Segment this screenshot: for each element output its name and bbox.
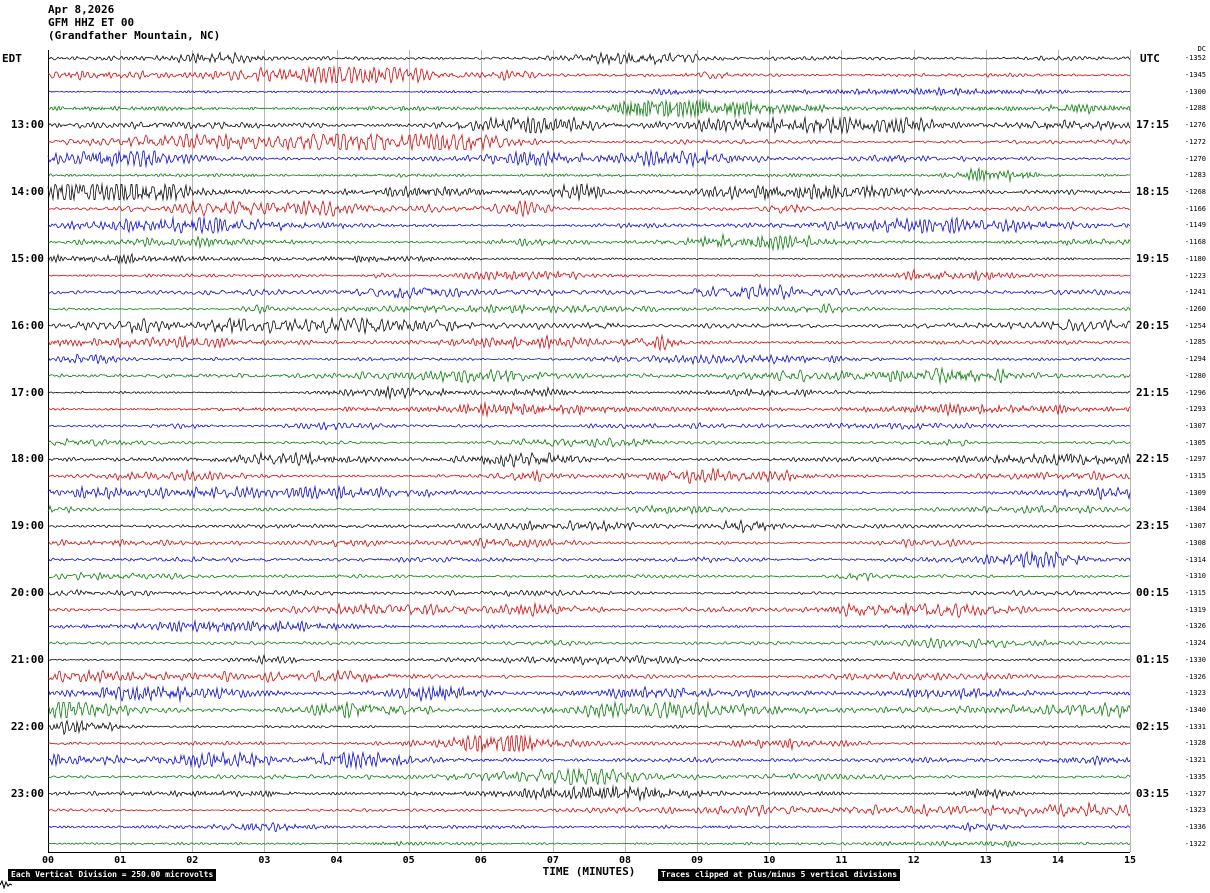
x-tick-label: 15: [1123, 855, 1137, 866]
dc-offset-value: -1326: [1184, 622, 1206, 631]
dc-offset-value: -1288: [1184, 104, 1206, 113]
dc-offset-value: -1322: [1184, 839, 1206, 848]
dc-offset-value: -1254: [1184, 321, 1206, 330]
x-tick-label: 06: [474, 855, 487, 866]
dc-offset-value: -1330: [1184, 655, 1206, 664]
dc-offset-value: -1321: [1184, 756, 1206, 765]
header-station: GFM HHZ ET 00: [48, 16, 135, 29]
header-date: Apr 8,2026: [48, 3, 115, 16]
hour-label: 17:00: [10, 385, 44, 399]
dc-offset-value: -1310: [1184, 572, 1206, 581]
dc-offset-value: -1345: [1184, 71, 1206, 80]
dc-offset-value: -1283: [1184, 171, 1206, 180]
hour-label: 23:00: [10, 786, 44, 800]
dc-offset-value: -1272: [1184, 137, 1206, 146]
utc-label: 01:15: [1136, 652, 1170, 666]
footer-clip-note: Traces clipped at plus/minus 5 vertical …: [658, 869, 901, 881]
dc-offset-value: -1336: [1184, 822, 1206, 831]
hour-label: 20:00: [10, 586, 44, 600]
dc-offset-value: -1296: [1184, 388, 1206, 397]
dc-offset-value: -1315: [1184, 472, 1206, 481]
utc-label: 19:15: [1136, 251, 1170, 265]
dc-offset-value: -1319: [1184, 605, 1206, 614]
utc-label: 03:15: [1136, 786, 1170, 800]
dc-offset-value: -1328: [1184, 739, 1206, 748]
x-tick-label: 02: [186, 855, 199, 866]
footer-scale-note: Each Vertical Division = 250.00 microvol…: [8, 869, 217, 881]
dc-offset-value: -1309: [1184, 488, 1206, 497]
x-tick-label: 13: [979, 855, 992, 866]
dc-offset-value: -1331: [1184, 722, 1206, 731]
dc-offset-value: -1323: [1184, 806, 1206, 815]
hour-label: 22:00: [10, 719, 44, 733]
dc-offset-value: -1335: [1184, 772, 1206, 781]
header-block: Apr 8,2026 GFM HHZ ET 00 (Grandfather Mo…: [48, 3, 220, 42]
dc-offset-value: -1304: [1184, 505, 1206, 514]
dc-offset-value: -1305: [1184, 438, 1206, 447]
hour-label: 18:00: [10, 452, 44, 466]
dc-offset-value: -1260: [1184, 304, 1206, 313]
seismic-squiggle-icon: [0, 874, 13, 893]
utc-label: 00:15: [1136, 586, 1170, 600]
x-axis-title: TIME (MINUTES): [542, 865, 636, 878]
utc-label: 17:15: [1136, 118, 1170, 132]
hour-label: 13:00: [10, 118, 44, 132]
x-tick-label: 09: [691, 855, 704, 866]
dc-offset-value: -1326: [1184, 672, 1206, 681]
utc-label: 02:15: [1136, 719, 1170, 733]
dc-offset-value: -1223: [1184, 271, 1206, 280]
hour-label: 19:00: [10, 519, 44, 533]
dc-offset-value: -1166: [1184, 204, 1206, 213]
dc-offset-value: -1180: [1184, 254, 1206, 263]
dc-offset-value: -1280: [1184, 371, 1206, 380]
dc-offset-value: -1276: [1184, 121, 1206, 130]
dc-offset-value: -1340: [1184, 705, 1206, 714]
dc-offset-value: -1293: [1184, 405, 1206, 414]
dc-offset-value: -1308: [1184, 538, 1206, 547]
utc-label: 22:15: [1136, 452, 1170, 466]
x-tick-label: 05: [402, 855, 415, 866]
x-tick-label: 04: [330, 855, 343, 866]
utc-label: 20:15: [1136, 318, 1170, 332]
hour-label: 15:00: [10, 251, 44, 265]
utc-label: 23:15: [1136, 519, 1170, 533]
dc-offset-value: -1241: [1184, 288, 1206, 297]
dc-offset-value: -1315: [1184, 589, 1206, 598]
dc-offset-value: -1149: [1184, 221, 1206, 230]
dc-offset-value: -1300: [1184, 87, 1206, 96]
dc-offset-value: -1314: [1184, 555, 1206, 564]
dc-offset-value: -1327: [1184, 789, 1206, 798]
dc-offset-value: -1323: [1184, 689, 1206, 698]
hour-label: 21:00: [10, 652, 44, 666]
right-axis-header: UTC: [1140, 52, 1160, 65]
x-tick-label: 10: [763, 855, 776, 866]
x-tick-label: 14: [1051, 855, 1064, 866]
dc-offset-value: -1268: [1184, 188, 1206, 197]
header-location: (Grandfather Mountain, NC): [48, 29, 221, 42]
dc-offset-value: -1294: [1184, 355, 1206, 364]
x-tick-label: 03: [258, 855, 271, 866]
hour-label: 16:00: [10, 318, 44, 332]
x-tick-label: 11: [835, 855, 848, 866]
dc-offset-value: -1307: [1184, 421, 1206, 430]
utc-label: 21:15: [1136, 385, 1170, 399]
x-tick-label: 01: [114, 855, 127, 866]
dc-offset-value: -1168: [1184, 238, 1206, 247]
dc-column-header: DC: [1197, 45, 1206, 53]
dc-offset-value: -1352: [1184, 54, 1206, 63]
dc-offset-value: -1324: [1184, 639, 1206, 648]
x-tick-label: 12: [907, 855, 920, 866]
left-axis-header: EDT: [2, 52, 22, 65]
dc-offset-value: -1307: [1184, 522, 1206, 531]
x-tick-label: 08: [619, 855, 632, 866]
x-tick-label: 07: [546, 855, 559, 866]
x-tick-label: 00: [41, 855, 55, 866]
dc-offset-value: -1297: [1184, 455, 1206, 464]
dc-offset-value: -1285: [1184, 338, 1206, 347]
utc-label: 18:15: [1136, 185, 1170, 199]
dc-offset-value: -1270: [1184, 154, 1206, 163]
hour-label: 14:00: [10, 185, 44, 199]
